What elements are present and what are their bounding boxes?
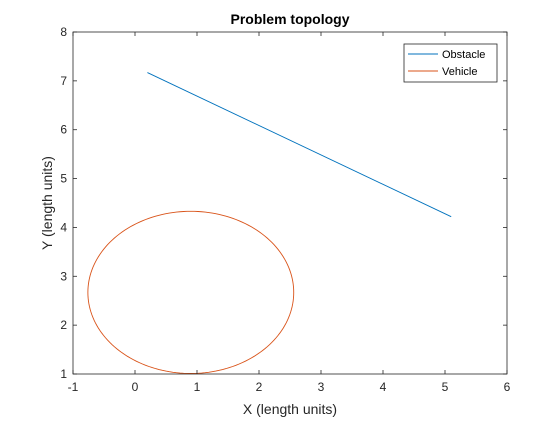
legend-label-obstacle: Obstacle	[442, 49, 485, 61]
y-tick-label: 4	[60, 220, 67, 234]
plot-area	[73, 32, 507, 374]
series-line-vehicle	[87, 210, 295, 374]
series-line-obstacle	[147, 72, 452, 218]
legend-label-vehicle: Vehicle	[442, 66, 477, 78]
y-tick-label: 1	[60, 367, 67, 381]
axes-box	[72, 31, 508, 375]
y-tick-label: 8	[60, 25, 67, 39]
y-tick-label: 5	[60, 172, 67, 186]
data-layer	[87, 72, 452, 374]
y-tick-label: 7	[60, 74, 67, 88]
x-tick-label: 0	[132, 380, 139, 394]
y-tick-label: 3	[60, 269, 67, 283]
y-ticks: 1 2 3 4 5 6 7 8	[60, 25, 507, 381]
legend: Obstacle Vehicle	[403, 43, 498, 83]
x-ticks: -1 0 1 2 3 4 5 6	[68, 32, 511, 394]
y-tick-label: 2	[60, 318, 67, 332]
x-tick-label: 1	[194, 380, 201, 394]
x-tick-label: 5	[442, 380, 449, 394]
x-tick-label: 2	[256, 380, 263, 394]
y-tick-label: 6	[60, 123, 67, 137]
x-axis-label: X (length units)	[243, 401, 337, 417]
x-tick-label: 6	[504, 380, 511, 394]
x-tick-label: 3	[318, 380, 325, 394]
x-tick-label: -1	[68, 380, 79, 394]
axes-layer	[72, 31, 508, 375]
chart-title: Problem topology	[231, 11, 350, 27]
y-axis-label: Y (length units)	[39, 156, 55, 250]
x-tick-label: 4	[380, 380, 387, 394]
legend-box	[403, 43, 498, 83]
